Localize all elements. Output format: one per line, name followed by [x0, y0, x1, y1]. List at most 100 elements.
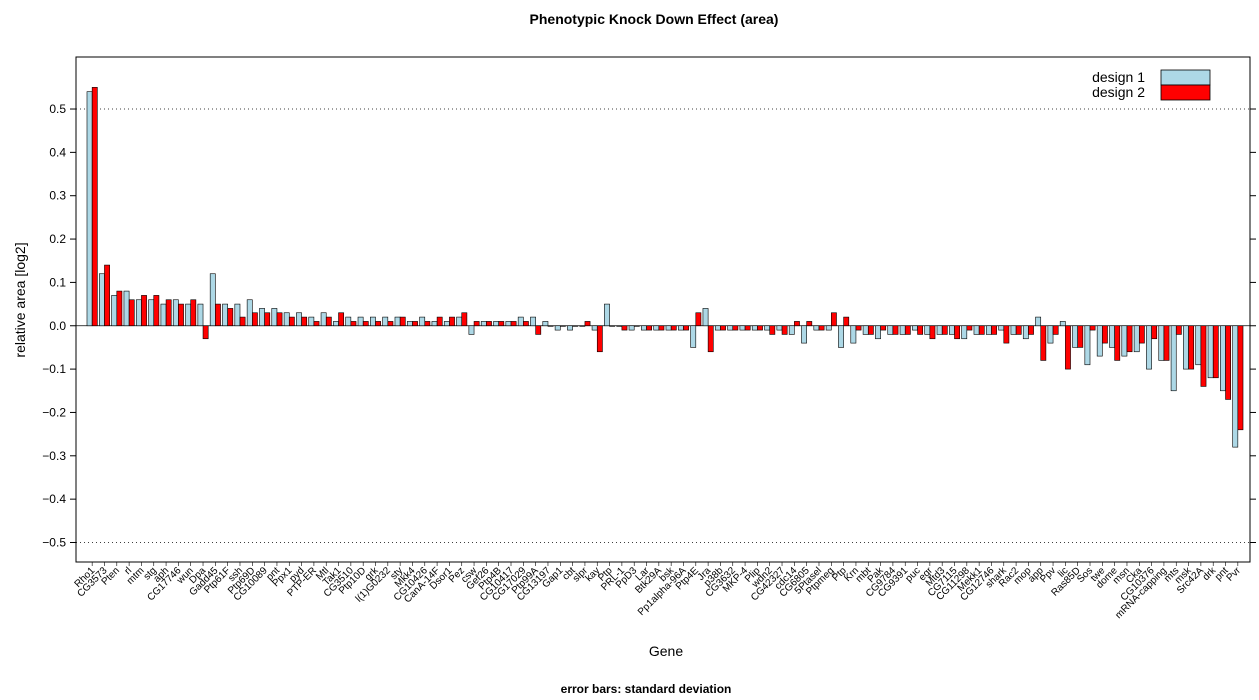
bar-design-1	[788, 325, 795, 335]
bar-design-2	[867, 325, 874, 335]
bar-design-2	[633, 325, 640, 327]
bar-design-2	[1225, 325, 1231, 400]
bar-design-2	[239, 316, 246, 327]
bar-design-2	[1040, 325, 1047, 361]
bar-design-1	[135, 299, 142, 327]
bar-design-1	[480, 321, 487, 327]
bar-design-1	[394, 316, 401, 327]
bar-design-2	[1102, 325, 1108, 344]
bar-design-1	[246, 299, 253, 327]
bar-design-1	[308, 316, 315, 327]
bar-design-2	[1151, 325, 1158, 340]
bar-design-1	[678, 325, 684, 331]
bar-design-2	[1126, 325, 1133, 353]
bar-design-2	[1077, 325, 1084, 348]
bar-design-1	[406, 321, 413, 327]
x-tick-label: Pvr	[1225, 565, 1244, 584]
bar-design-1	[591, 325, 598, 331]
bar-design-2	[104, 264, 110, 327]
bar-design-1	[825, 325, 832, 331]
bar-design-2	[1138, 325, 1145, 344]
bar-design-2	[1003, 325, 1010, 344]
bar-design-2	[670, 325, 677, 331]
bar-design-1	[628, 325, 635, 331]
bar-design-1	[1207, 325, 1214, 379]
bar-design-2	[1028, 325, 1034, 335]
bar-design-1	[259, 308, 265, 327]
bar-design-1	[271, 308, 278, 327]
bar-design-1	[739, 325, 746, 331]
bar-design-1	[431, 321, 438, 327]
bar-design-1	[961, 325, 968, 340]
bar-design-2	[843, 316, 850, 327]
bar-design-1	[493, 321, 499, 327]
bar-design-2	[252, 312, 258, 327]
bar-design-2	[1015, 325, 1022, 335]
bar-design-2	[572, 325, 579, 327]
bar-design-2	[523, 321, 529, 327]
bar-design-2	[486, 321, 492, 327]
bar-design-1	[443, 321, 450, 327]
legend-label: design 2	[1092, 84, 1145, 100]
bar-design-1	[1109, 325, 1115, 348]
bar-design-2	[559, 325, 566, 327]
bar-design-2	[954, 325, 960, 340]
bar-design-2	[350, 321, 357, 327]
y-tick-label: 0.5	[49, 102, 66, 116]
bar-design-1	[579, 325, 586, 327]
bar-design-1	[1035, 316, 1042, 327]
bar-design-1	[1084, 325, 1091, 366]
bar-design-1	[1047, 325, 1054, 344]
x-tick-label: rl	[123, 565, 135, 577]
y-tick-label: 0.2	[49, 232, 66, 246]
y-tick-label: 0.4	[49, 145, 66, 159]
bar-design-2	[338, 312, 345, 327]
y-tick-label: −0.2	[42, 405, 66, 419]
bar-design-1	[86, 91, 93, 327]
bar-design-1	[172, 299, 179, 327]
bar-design-1	[209, 273, 216, 327]
bar-design-1	[542, 321, 549, 327]
legend-swatch	[1160, 84, 1211, 101]
bar-design-1	[333, 321, 339, 327]
bar-design-1	[370, 316, 376, 327]
y-tick-label: 0.0	[49, 319, 66, 333]
bar-design-1	[936, 325, 943, 335]
bar-design-1	[887, 325, 894, 335]
bar-design-1	[665, 325, 672, 331]
bar-design-1	[998, 325, 1005, 331]
bar-design-2	[498, 321, 505, 327]
bar-design-2	[178, 303, 184, 327]
bar-design-2	[1175, 325, 1182, 335]
y-tick-label: −0.4	[42, 492, 66, 506]
bar-design-1	[813, 325, 820, 331]
bar-design-1	[776, 325, 783, 331]
bar-design-2	[732, 325, 739, 331]
bar-design-2	[387, 321, 394, 327]
bar-design-2	[744, 325, 751, 331]
bar-design-1	[1170, 325, 1177, 392]
bar-design-1	[1220, 325, 1226, 392]
bar-design-1	[1072, 325, 1078, 348]
bar-design-2	[880, 325, 887, 331]
bar-design-1	[985, 325, 992, 335]
bar-design-2	[535, 325, 542, 335]
bar-design-2	[831, 312, 837, 327]
bar-design-1	[419, 316, 426, 327]
bar-design-2	[325, 316, 332, 327]
bar-design-2	[276, 312, 283, 327]
bar-design-1	[899, 325, 906, 335]
bar-design-2	[1065, 325, 1071, 370]
bar-design-1	[604, 303, 610, 327]
chart-title: Phenotypic Knock Down Effect (area)	[530, 11, 779, 27]
y-tick-label: −0.3	[42, 449, 66, 463]
bar-design-1	[653, 325, 660, 331]
bar-design-1	[1059, 321, 1066, 327]
bar-design-1	[912, 325, 918, 331]
bar-design-2	[510, 321, 517, 327]
bar-design-1	[1146, 325, 1152, 370]
bar-design-1	[554, 325, 561, 331]
bar-design-2	[375, 321, 381, 327]
bar-design-1	[283, 312, 290, 327]
